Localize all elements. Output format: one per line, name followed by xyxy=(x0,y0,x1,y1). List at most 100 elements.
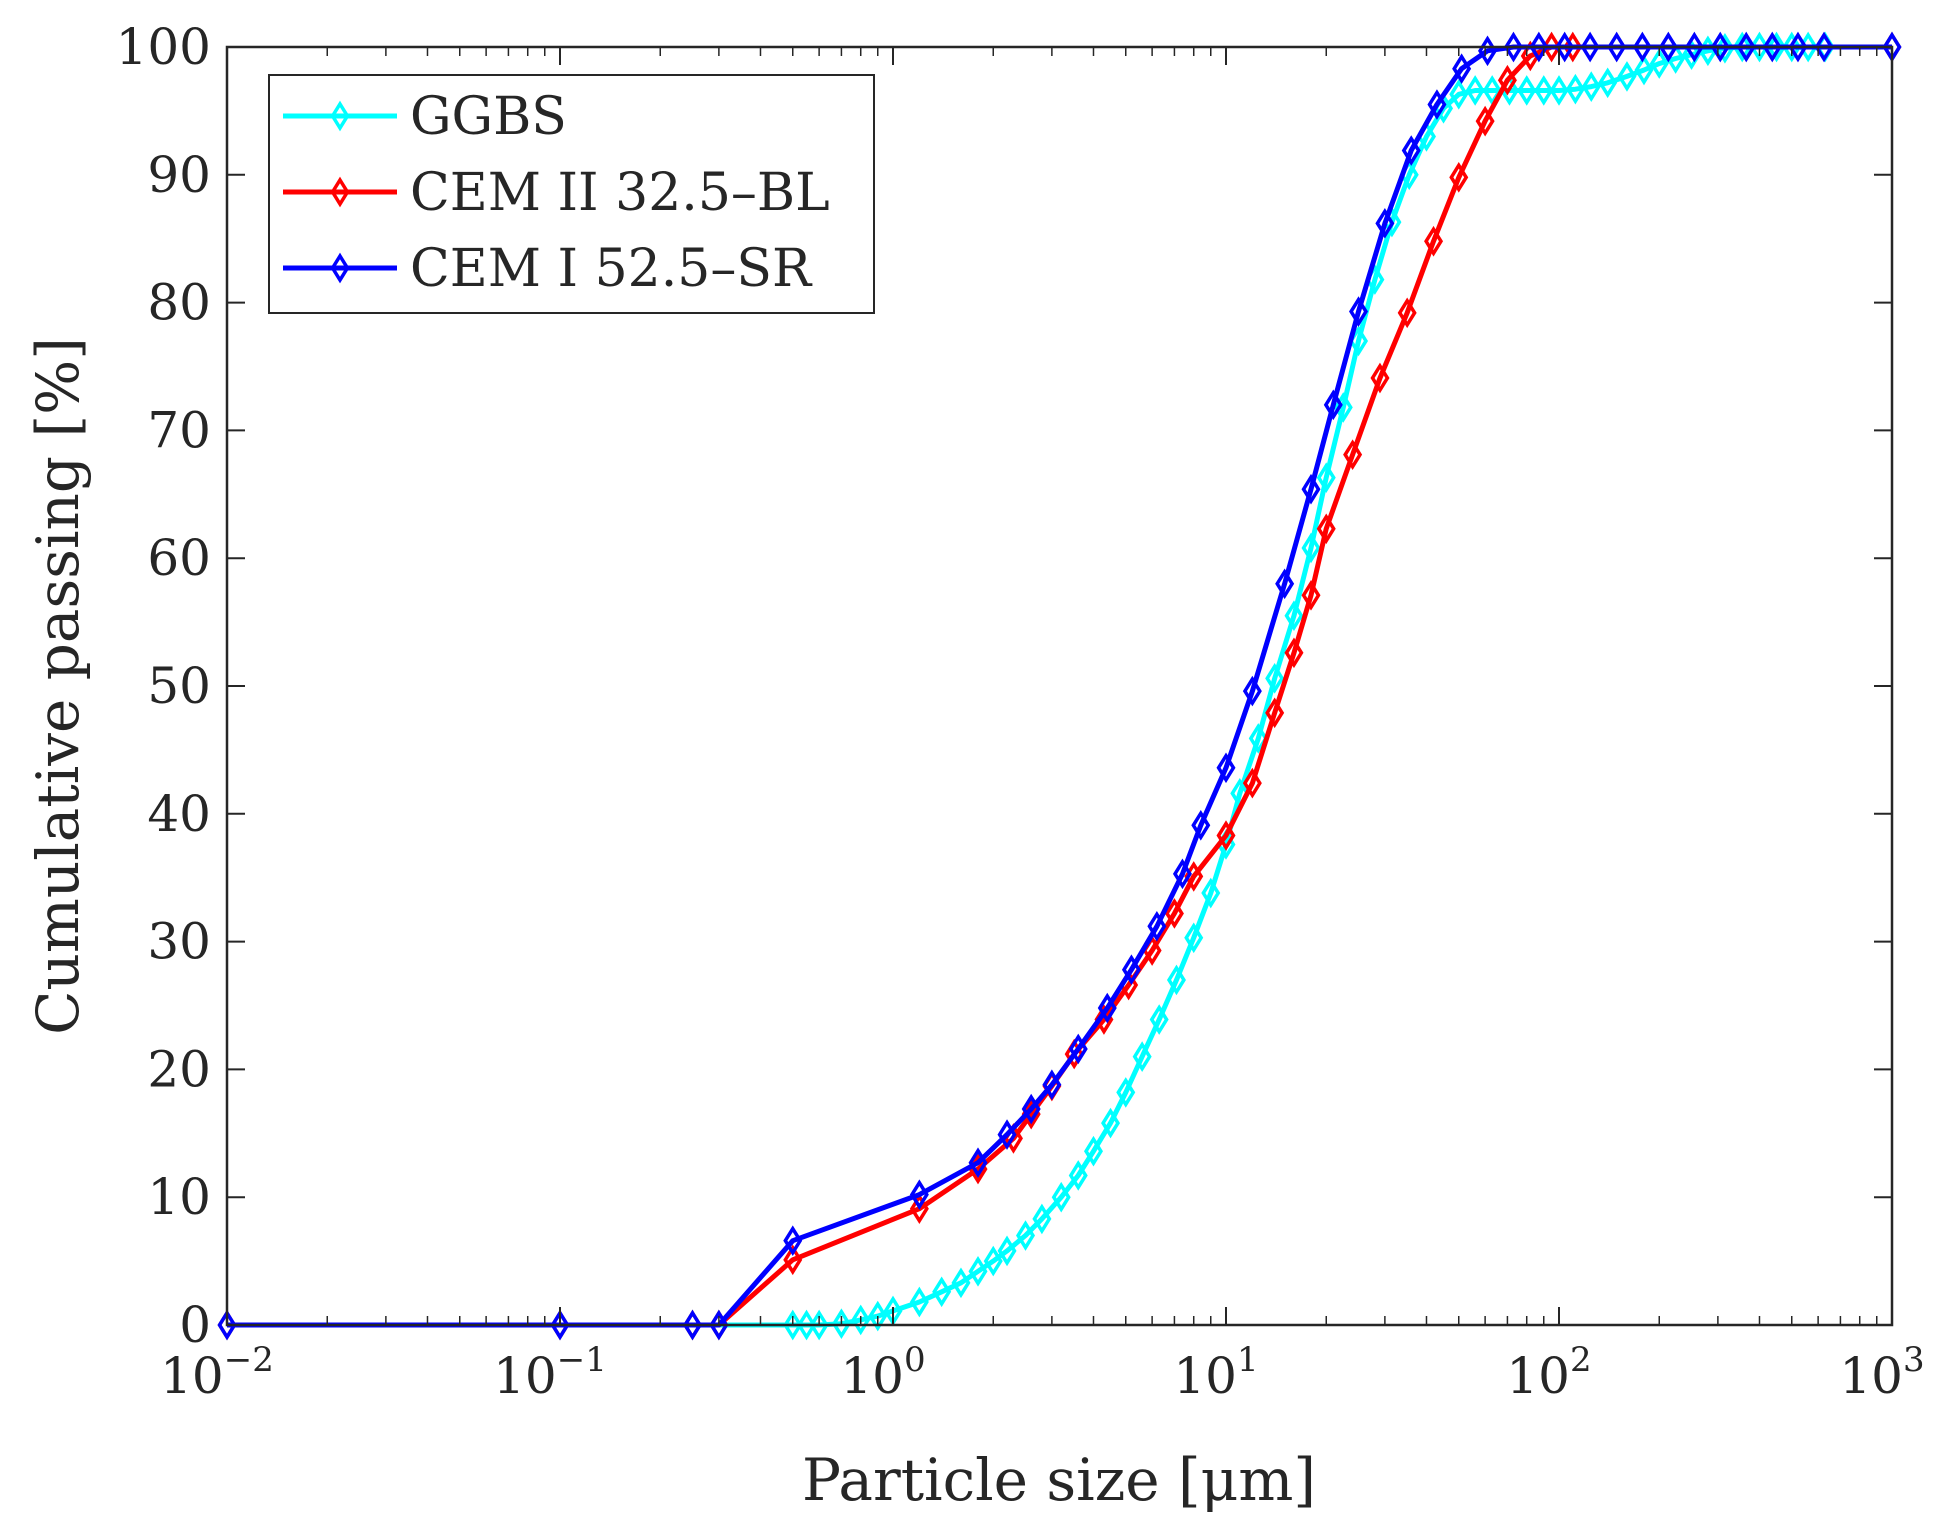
data-point xyxy=(851,1304,871,1336)
data-point xyxy=(983,1245,1003,1277)
series-line xyxy=(227,44,1892,1328)
data-point xyxy=(1449,78,1469,110)
data-point xyxy=(1032,1203,1052,1235)
data-point xyxy=(1301,473,1321,505)
data-point xyxy=(909,1193,929,1225)
data-point xyxy=(1265,697,1285,729)
data-point xyxy=(1424,225,1444,257)
data-point xyxy=(1617,61,1637,92)
data-point xyxy=(1449,162,1469,193)
y-tick-label: 30 xyxy=(147,913,211,971)
data-point xyxy=(1782,31,1802,63)
data-point xyxy=(1649,48,1669,79)
data-point xyxy=(1598,67,1618,99)
data-point xyxy=(217,1309,237,1341)
data-point xyxy=(1607,31,1627,63)
data-point xyxy=(1265,663,1285,694)
legend-marker xyxy=(330,100,350,132)
data-point xyxy=(1316,462,1336,494)
y-tick-label: 0 xyxy=(179,1296,211,1354)
data-point xyxy=(1216,752,1236,784)
data-point xyxy=(783,1225,803,1256)
data-point xyxy=(1172,858,1192,890)
y-tick-label: 70 xyxy=(147,401,211,459)
data-point xyxy=(1349,296,1369,327)
data-point xyxy=(831,1308,851,1340)
x-tick-labels: 10−2 10−1 100 101 102 103 xyxy=(160,1340,1925,1405)
data-point xyxy=(1788,31,1808,63)
data-point xyxy=(1201,877,1221,909)
data-point xyxy=(1465,75,1485,106)
data-point xyxy=(1116,1077,1136,1108)
data-point xyxy=(997,1235,1017,1267)
y-tick-label: 100 xyxy=(116,18,211,76)
data-point xyxy=(1284,600,1304,632)
data-point xyxy=(1658,31,1678,63)
data-point xyxy=(809,1309,829,1341)
data-point xyxy=(1121,954,1141,986)
data-point xyxy=(968,1256,988,1287)
data-point xyxy=(1284,637,1304,669)
y-tick-label: 90 xyxy=(147,146,211,204)
data-point xyxy=(1503,31,1523,63)
data-point xyxy=(1101,1107,1121,1139)
data-point xyxy=(1375,208,1395,239)
data-point xyxy=(1068,1160,1088,1191)
data-point xyxy=(1475,105,1495,137)
y-axis-label: Cumulative passing [%] xyxy=(24,337,92,1035)
data-point xyxy=(683,1309,703,1341)
y-tick-label: 40 xyxy=(147,785,211,843)
data-point xyxy=(1216,820,1236,851)
y-tick-label: 80 xyxy=(147,274,211,332)
data-point xyxy=(1452,53,1472,85)
data-point xyxy=(783,1309,803,1341)
data-point xyxy=(1042,1069,1062,1101)
data-point xyxy=(1051,1181,1071,1213)
legend-entry-0: GGBS xyxy=(283,87,567,147)
data-point xyxy=(1814,31,1834,63)
ticks-layer xyxy=(226,46,1893,1326)
legend-entry-2: CEM I 52.5–SR xyxy=(283,239,813,299)
data-point xyxy=(1580,31,1600,63)
x-tick-label: 103 xyxy=(1839,1340,1924,1405)
x-tick-label: 10−1 xyxy=(493,1340,607,1405)
data-point xyxy=(1581,71,1601,102)
data-point xyxy=(1301,579,1321,611)
legend: GGBS CEM II 32.5–BL CEM I 52.5–SR xyxy=(268,74,875,314)
data-point xyxy=(1370,362,1390,394)
y-tick-label: 10 xyxy=(147,1168,211,1226)
data-point xyxy=(1083,1135,1103,1167)
data-point xyxy=(909,1179,929,1210)
data-point xyxy=(550,1309,570,1341)
x-tick-label: 10−2 xyxy=(160,1340,274,1405)
data-point xyxy=(1529,31,1549,63)
data-point xyxy=(868,1300,888,1332)
data-point xyxy=(1732,31,1752,63)
data-point xyxy=(951,1267,971,1299)
data-point xyxy=(1097,992,1117,1024)
data-point xyxy=(1517,75,1537,106)
data-point xyxy=(1343,439,1363,471)
legend-label: CEM II 32.5–BL xyxy=(410,163,830,223)
data-point xyxy=(1242,767,1262,799)
data-point xyxy=(1184,922,1204,954)
data-point xyxy=(1634,54,1654,86)
x-axis-label: Particle size [μm] xyxy=(802,1446,1316,1514)
data-point xyxy=(968,1147,988,1179)
legend-marker xyxy=(330,252,350,284)
data-point xyxy=(1710,31,1730,63)
data-point xyxy=(1323,389,1343,421)
data-point xyxy=(1482,75,1502,106)
data-point xyxy=(1242,675,1262,707)
data-point xyxy=(1715,32,1735,64)
data-point xyxy=(1542,31,1562,63)
data-point xyxy=(1149,1004,1169,1035)
data-point xyxy=(1021,1093,1041,1125)
y-tick-label: 60 xyxy=(147,529,211,587)
data-point xyxy=(1166,964,1186,996)
data-point xyxy=(1275,568,1295,600)
data-point xyxy=(797,1309,817,1341)
data-point xyxy=(1147,910,1167,942)
data-point xyxy=(1132,1041,1152,1072)
